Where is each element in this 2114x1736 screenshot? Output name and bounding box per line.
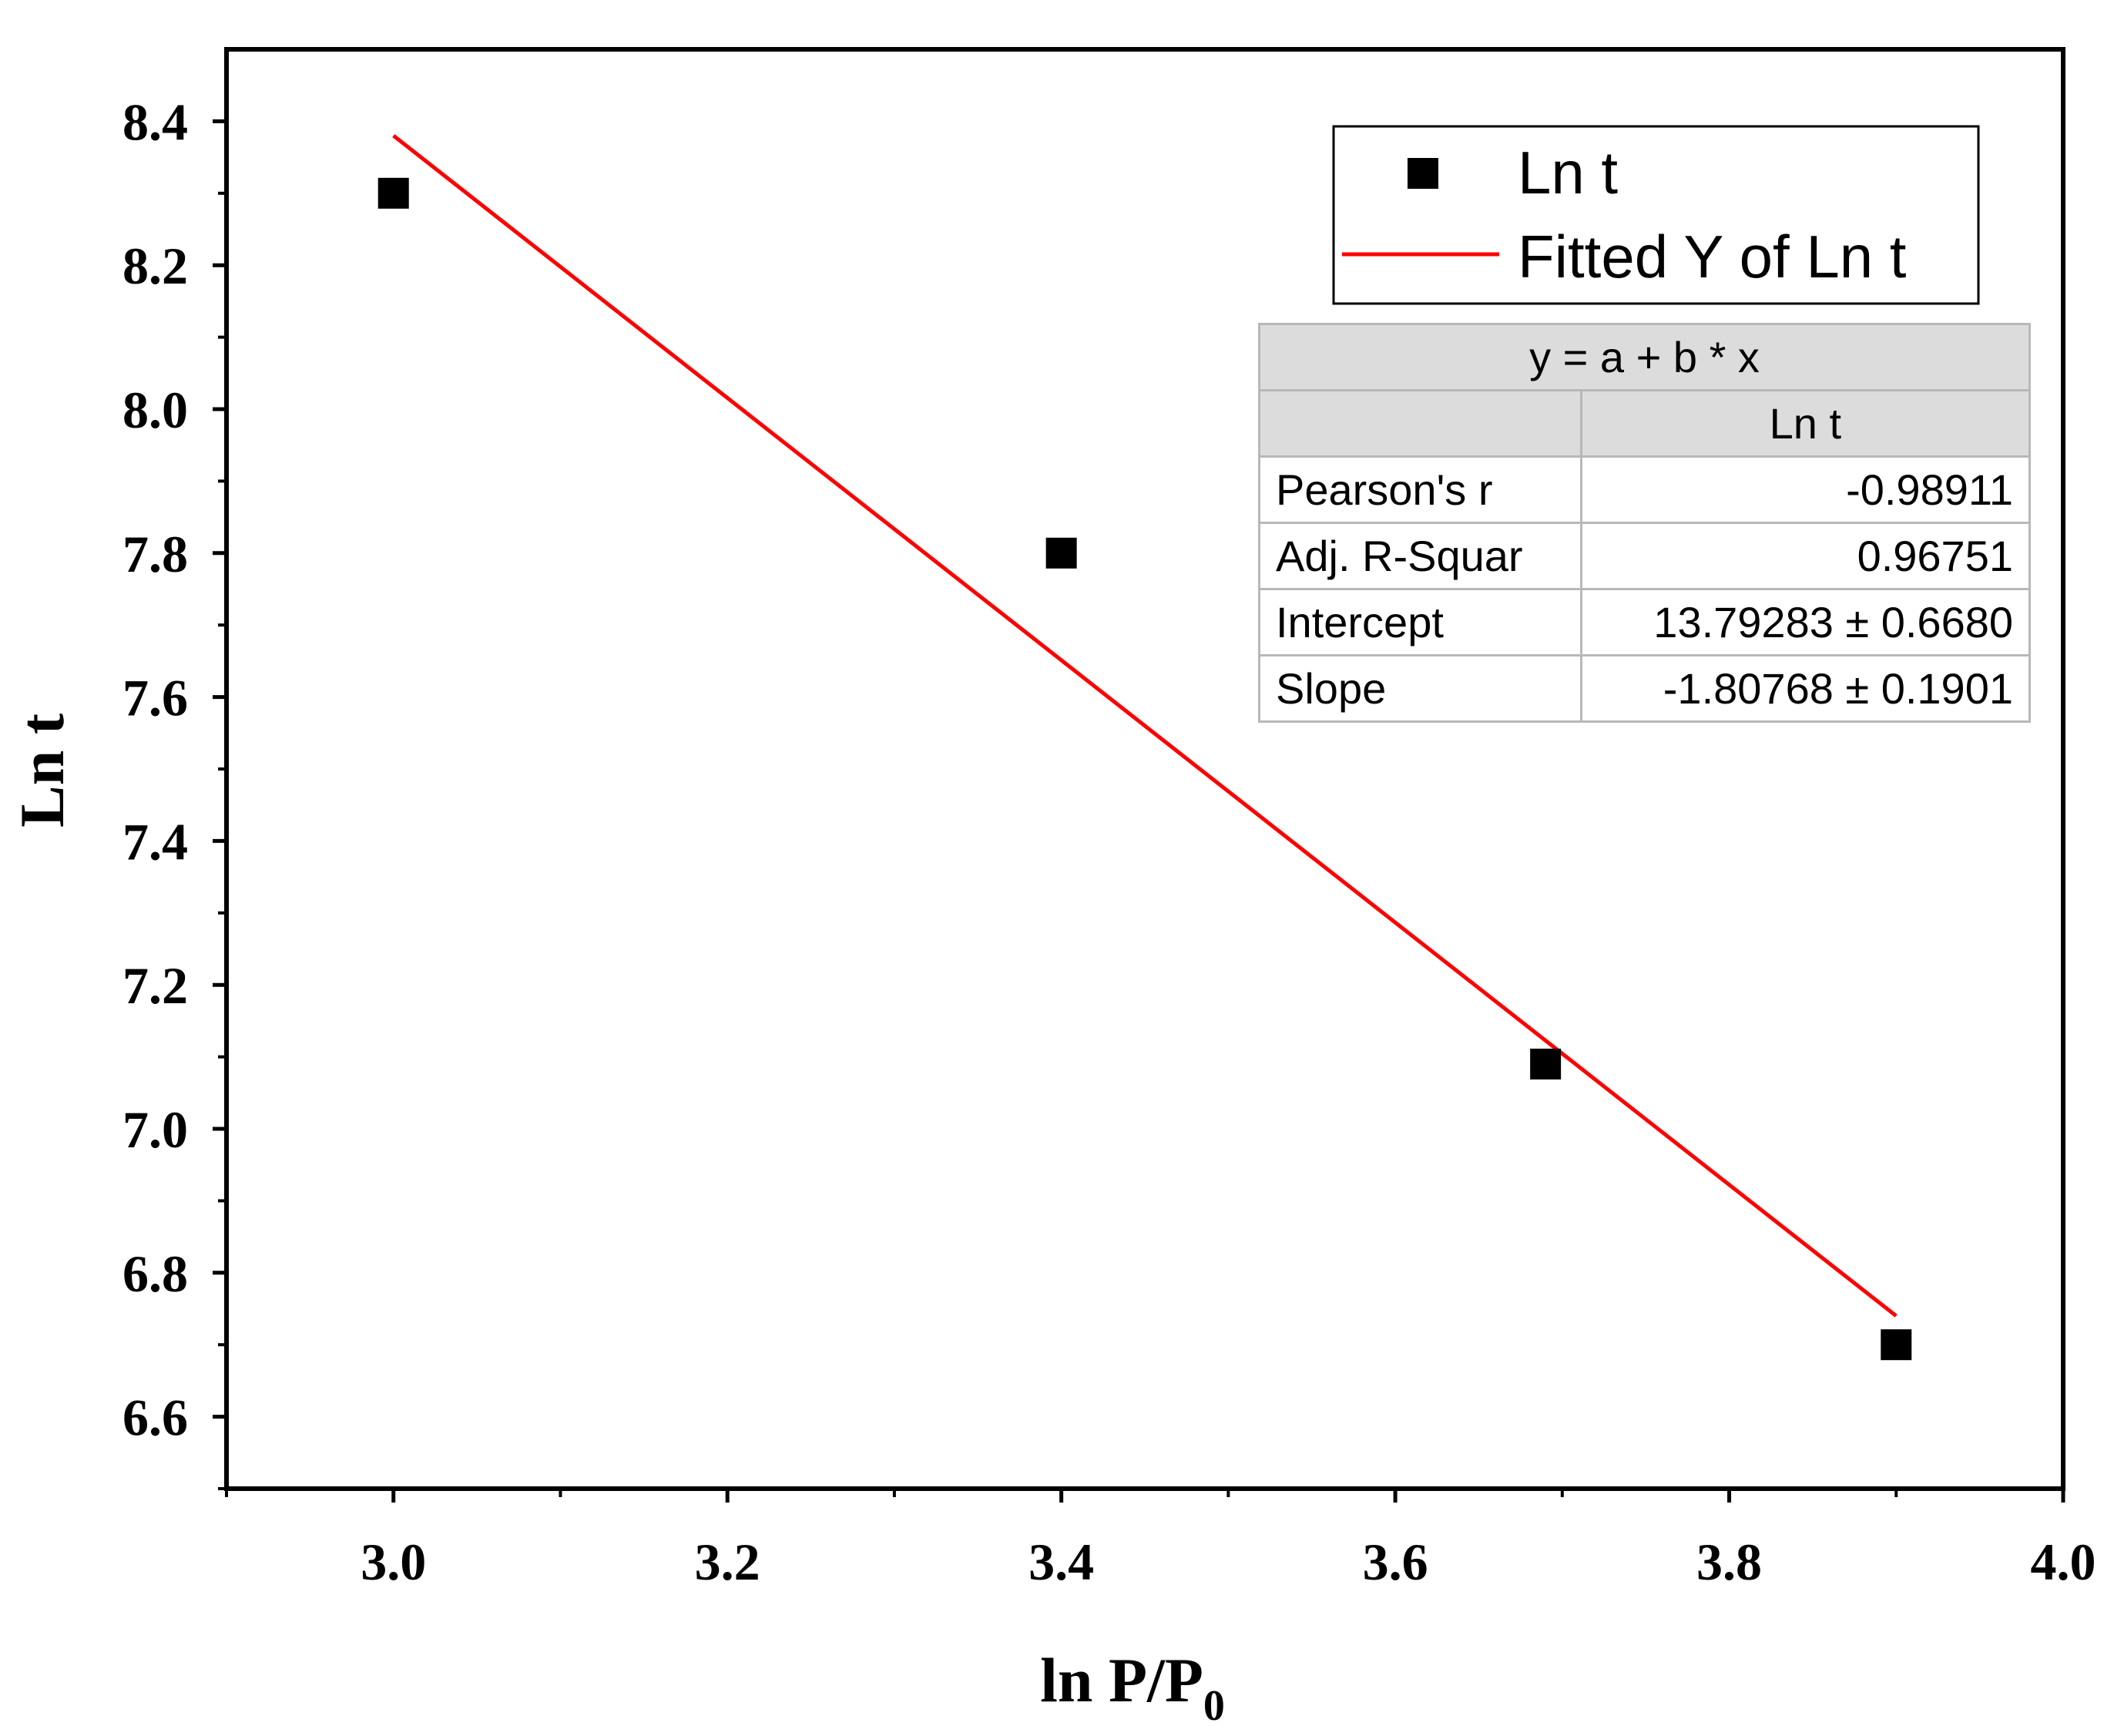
table-row: Pearson's r -0.98911 xyxy=(1258,455,2032,524)
x-axis-title: ln P/P0 xyxy=(1040,1645,1225,1730)
y-tick-label: 7.6 xyxy=(122,669,188,727)
table-row: Ln t xyxy=(1258,389,2032,458)
row-label-adj-r-square: Adj. R-Squar xyxy=(1258,522,1582,590)
x-tick-label: 3.4 xyxy=(1028,1533,1094,1591)
row-value-pearson: -0.98911 xyxy=(1579,455,2032,524)
x-tick-label: 4.0 xyxy=(2031,1533,2096,1591)
x-tick-label: 3.6 xyxy=(1363,1533,1428,1591)
y-tick-label: 8.0 xyxy=(122,381,188,439)
table-row: Slope -1.80768 ± 0.1901 xyxy=(1258,654,2032,723)
x-axis-title-main: ln P/P xyxy=(1040,1645,1203,1715)
row-value-adj-r-square: 0.96751 xyxy=(1579,522,2032,590)
column-header: Ln t xyxy=(1579,389,2032,458)
legend: Ln t Fitted Y of Ln t xyxy=(1332,125,1980,305)
row-label-intercept: Intercept xyxy=(1258,588,1582,656)
y-tick-label: 7.0 xyxy=(122,1100,188,1159)
data-point xyxy=(1881,1329,1912,1361)
table-row: Adj. R-Squar 0.96751 xyxy=(1258,522,2032,590)
legend-box xyxy=(1332,125,1980,305)
x-axis-title-subscript: 0 xyxy=(1203,1682,1225,1730)
series-layer xyxy=(378,134,1912,1361)
y-axis: 6.6 6.8 7.0 7.2 7.4 7.6 7.8 8.0 8.2 8.4 xyxy=(122,92,226,1490)
y-tick-label: 6.8 xyxy=(122,1244,188,1303)
y-tick-label: 8.2 xyxy=(122,237,188,295)
row-label-pearson: Pearson's r xyxy=(1258,455,1582,524)
legend-marker-square-icon xyxy=(1408,158,1438,189)
y-tick-label: 7.4 xyxy=(122,812,188,871)
y-tick-label: 6.6 xyxy=(122,1388,188,1447)
y-tick-label: 7.2 xyxy=(122,956,188,1015)
y-tick-label: 7.8 xyxy=(122,525,188,583)
y-axis-title: Ln t xyxy=(7,714,77,828)
x-tick-label: 3.8 xyxy=(1696,1533,1762,1591)
fit-results-table: y = a + b * x Ln t Pearson's r -0.98911 … xyxy=(1258,323,2032,723)
table-row: Intercept 13.79283 ± 0.6680 xyxy=(1258,588,2032,656)
data-point xyxy=(1530,1048,1562,1080)
fit-line xyxy=(392,134,1898,1318)
data-point xyxy=(1045,537,1077,569)
y-tick-label: 8.4 xyxy=(122,92,188,151)
x-axis: 3.0 3.2 3.4 3.6 3.8 4.0 xyxy=(225,1489,2096,1591)
row-value-slope: -1.80768 ± 0.1901 xyxy=(1579,654,2032,723)
legend-label-scatter: Ln t xyxy=(1518,139,1618,207)
x-tick-label: 3.2 xyxy=(695,1533,760,1591)
data-point xyxy=(378,177,409,209)
equation-header: y = a + b * x xyxy=(1258,323,2031,391)
table-row: y = a + b * x xyxy=(1258,323,2031,391)
row-label-slope: Slope xyxy=(1258,654,1582,723)
row-value-intercept: 13.79283 ± 0.6680 xyxy=(1579,588,2032,656)
x-tick-label: 3.0 xyxy=(361,1533,426,1591)
empty-header-cell xyxy=(1258,389,1582,458)
legend-label-fit: Fitted Y of Ln t xyxy=(1518,223,1907,290)
